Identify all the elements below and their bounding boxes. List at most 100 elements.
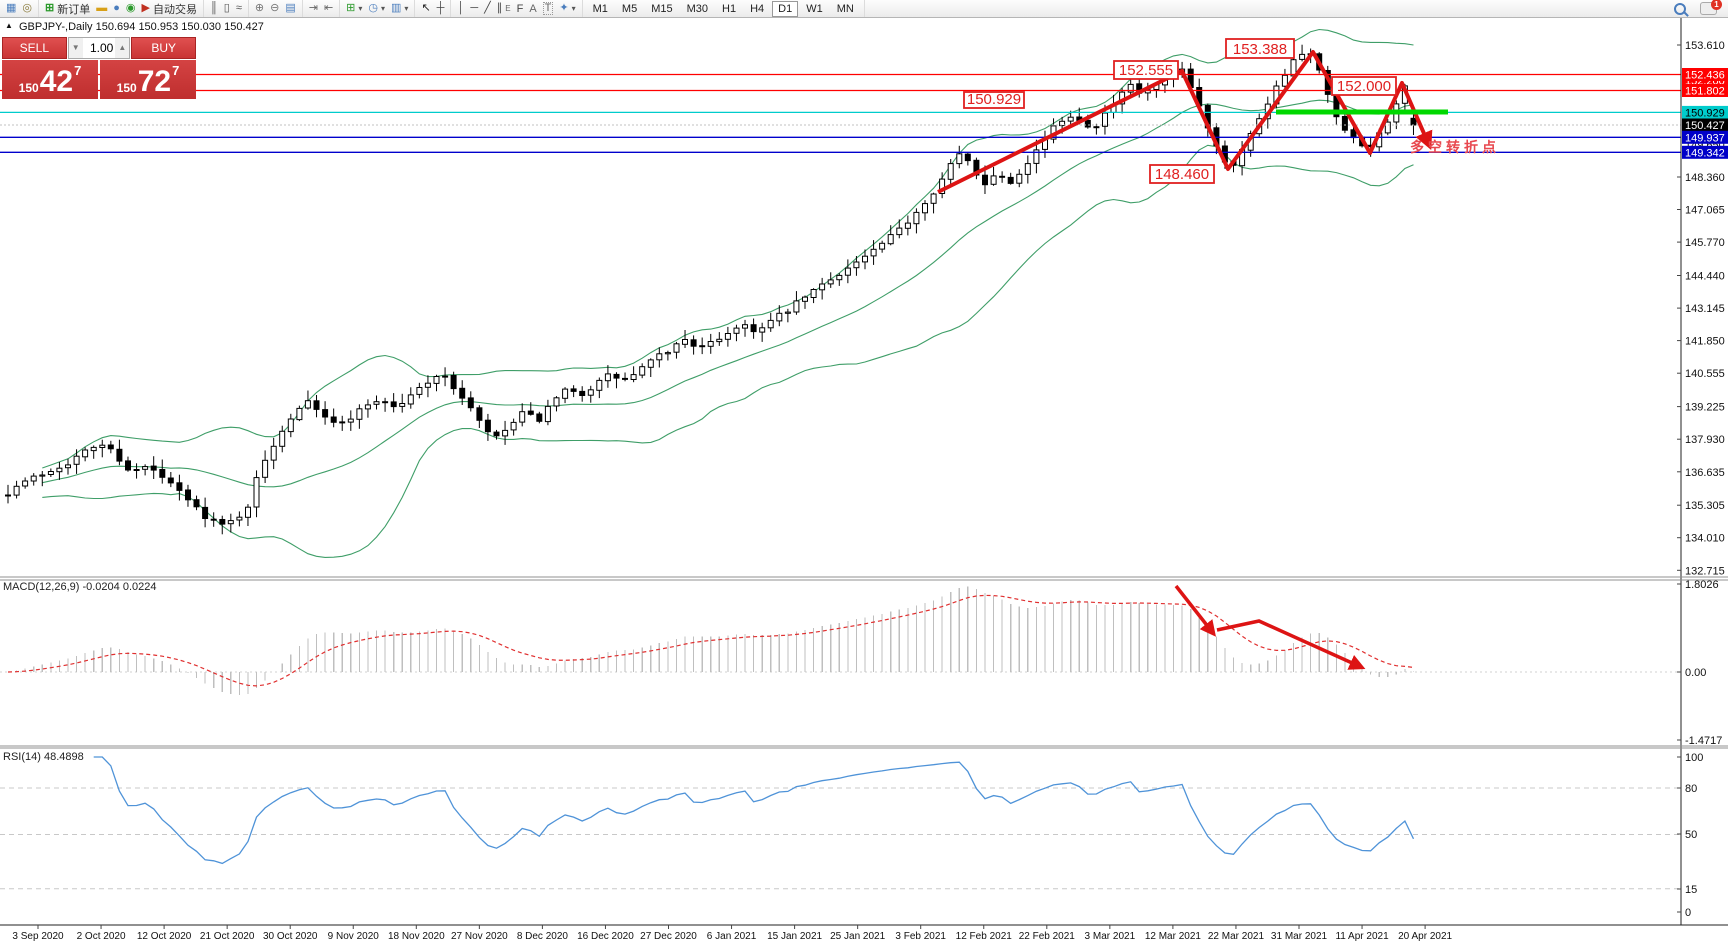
candle: [1410, 117, 1417, 126]
symbol-header: ▲ GBPJPY-,Daily 150.694 150.953 150.030 …: [5, 21, 264, 33]
timeframe-M15[interactable]: M15: [651, 2, 673, 15]
price-badge-150.929: [1682, 105, 1728, 119]
profile-preview-icon[interactable]: ◎: [19, 1, 35, 16]
timeframe-M1[interactable]: M1: [592, 2, 608, 15]
candle: [73, 455, 80, 465]
macd-annotation-arrow[interactable]: [1216, 619, 1366, 670]
sell-button[interactable]: SELL: [2, 37, 67, 59]
collapse-icon[interactable]: ▲: [5, 21, 13, 30]
trendline-tool[interactable]: ╱: [481, 1, 494, 16]
candle: [30, 475, 37, 482]
buy-price-display[interactable]: 150 72 7: [100, 60, 196, 99]
template-button[interactable]: ▥ ▾: [388, 1, 411, 16]
shapes-tool[interactable]: ✦ ▾: [556, 1, 578, 16]
community-icon[interactable]: ●: [110, 1, 123, 16]
macd-signal-line: [7, 594, 1414, 687]
search-button[interactable]: [1667, 1, 1693, 16]
period-button[interactable]: ◷ ▾: [365, 1, 388, 16]
candle: [1024, 163, 1031, 175]
candle-chart-icon[interactable]: ▯: [221, 1, 233, 16]
text-tool[interactable]: A: [526, 1, 539, 16]
cursor-tool[interactable]: ↖: [418, 1, 433, 16]
channel-tool[interactable]: ∥ E: [494, 1, 514, 16]
indicators-button[interactable]: ⊞ ▾: [343, 1, 365, 16]
price-axis: 153.610 148.360 147.065 145.770 144.440 143.1…: [1677, 17, 1728, 925]
candle: [656, 353, 663, 361]
timeframe-W1[interactable]: W1: [806, 2, 823, 15]
fibonacci-tool[interactable]: F: [514, 1, 527, 16]
vline-icon: │: [457, 2, 465, 14]
candle: [399, 403, 406, 407]
candle: [150, 465, 157, 471]
crosshair-icon: ┼: [436, 2, 445, 14]
lot-decrease-button[interactable]: ▼: [68, 38, 83, 58]
zoom-out-icon[interactable]: ⊖: [267, 1, 282, 16]
one-click-trading-panel: SELL ▼ 1.00 ▲ BUY 150 42 7 150 72 7: [2, 37, 196, 99]
timeframe-M5[interactable]: M5: [621, 2, 638, 15]
signals-icon[interactable]: ◉: [123, 1, 139, 16]
candle: [742, 324, 748, 329]
macd-axis-label: 0.00: [1685, 667, 1706, 679]
date-label: 3 Sep 2020: [12, 931, 64, 942]
timeframe-MN[interactable]: MN: [836, 2, 854, 15]
timeframe-D1[interactable]: D1: [772, 0, 799, 17]
zoomout-icon: ⊖: [270, 2, 280, 14]
hline-tool[interactable]: ─: [467, 1, 481, 16]
date-label: 21 Oct 2020: [200, 931, 255, 942]
notifications-button[interactable]: 1: [1693, 0, 1728, 16]
sell-price-display[interactable]: 150 42 7: [2, 60, 98, 99]
ohlc-low: 150.030: [181, 21, 222, 33]
chart-window-icon[interactable]: ▦: [3, 1, 19, 16]
label-tool[interactable]: T: [540, 1, 557, 16]
candle: [1281, 74, 1288, 87]
deposit-icon[interactable]: ▬: [93, 1, 110, 16]
candle: [167, 477, 174, 484]
candle: [193, 499, 200, 508]
autoscroll-icon[interactable]: ⇥: [306, 1, 321, 16]
candle: [853, 261, 860, 269]
candles-icon: ▯: [223, 2, 230, 14]
bar-chart-icon[interactable]: ║: [207, 1, 221, 16]
new-order-button[interactable]: ⊞ 新订单: [42, 1, 93, 16]
rsi-line: [93, 756, 1415, 865]
tile-windows-icon[interactable]: ▤: [282, 1, 298, 16]
autotrading-button[interactable]: ▶ 自动交易: [139, 1, 200, 16]
price-tick-label: 135.305: [1685, 500, 1725, 512]
macd-annotation-arrow[interactable]: [1174, 584, 1216, 637]
zoom-in-icon[interactable]: ⊕: [252, 1, 267, 16]
candle: [982, 174, 988, 186]
price-tick-label: 147.065: [1685, 205, 1725, 217]
candle: [690, 339, 697, 347]
buy-button[interactable]: BUY: [131, 37, 196, 59]
candle: [279, 430, 286, 447]
candle: [862, 255, 868, 263]
price-note-box[interactable]: [1225, 38, 1295, 59]
vline-tool[interactable]: │: [454, 1, 467, 16]
ohlc-high: 150.953: [138, 21, 179, 33]
price-note-box[interactable]: [1113, 60, 1179, 80]
toolbar-group-trade: ⊞ 新订单 ▬ ● ◉ ▶ 自动交易: [39, 0, 204, 17]
candle: [639, 366, 646, 376]
line-chart-icon[interactable]: ≈: [233, 1, 245, 16]
candle: [373, 401, 380, 405]
price-note-box[interactable]: [963, 91, 1025, 109]
lot-size-value[interactable]: 1.00: [89, 41, 114, 55]
lot-increase-button[interactable]: ▲: [115, 38, 130, 58]
ohlc-open: 150.694: [95, 21, 136, 33]
price-tick-label: 140.555: [1685, 368, 1725, 380]
chart-shift-icon[interactable]: ⇤: [321, 1, 336, 16]
timeframe-H4[interactable]: H4: [750, 2, 765, 15]
timeframe-H1[interactable]: H1: [722, 2, 737, 15]
price-badge-text: 152.436: [1685, 70, 1725, 82]
price-level-lines: [0, 73, 1681, 153]
timeframe-M30[interactable]: M30: [686, 2, 709, 15]
trend-zigzag-arrow[interactable]: [937, 50, 1433, 194]
price-note-box[interactable]: [1331, 76, 1397, 96]
price-note-box[interactable]: [1149, 164, 1215, 184]
candle: [750, 324, 757, 333]
bollinger-upper-band: [42, 28, 1414, 469]
trendline-icon: ╱: [484, 2, 491, 14]
crosshair-tool[interactable]: ┼: [434, 1, 448, 16]
